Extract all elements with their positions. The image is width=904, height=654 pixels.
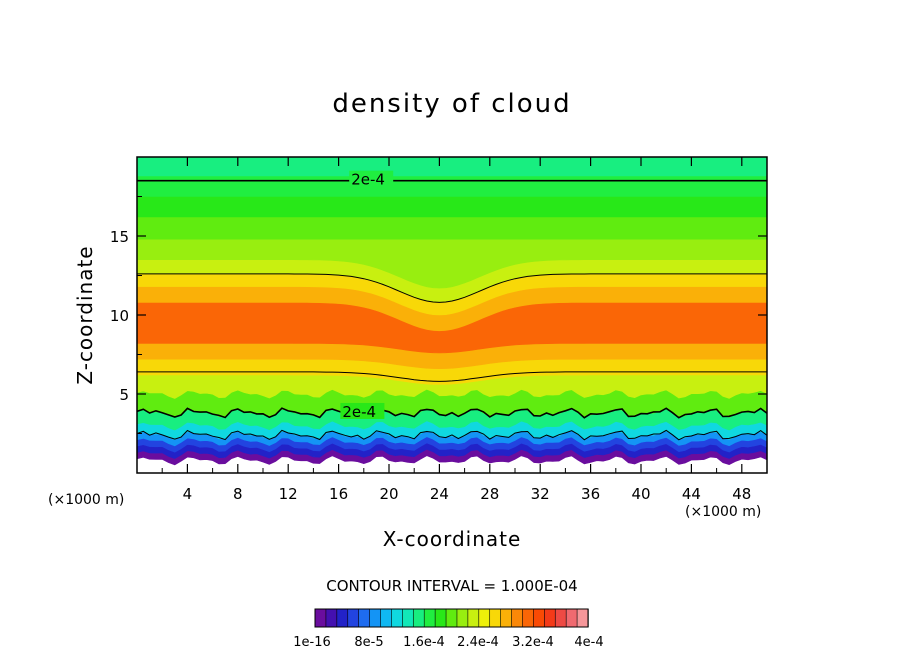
x-tick-label: 4 [183,485,193,503]
density-band-17 [137,175,767,197]
colorbar-swatch [391,608,404,628]
x-tick-label: 16 [329,485,348,503]
colorbar [314,608,589,628]
colorbar-swatch [565,608,578,628]
colorbar-swatch [347,608,360,628]
colorbar-swatch [358,608,371,628]
contour-line-4 [137,429,767,441]
contour-label: 2e-4 [342,403,376,421]
x-axis-label: X-coordinate [383,527,522,551]
colorbar-label: 1e-16 [293,635,331,650]
x-unit-left: (×1000 m) [48,492,124,508]
density-band-18 [137,157,767,177]
colorbar-swatch [467,608,480,628]
x-unit-right: (×1000 m) [685,504,761,520]
colorbar-label: 2.4e-4 [457,635,499,650]
contour-line-1 [137,273,767,303]
contour-label-bg [340,402,385,419]
colorbar-swatch [554,608,567,628]
colorbar-swatch [380,608,393,628]
colorbar-swatch [325,608,338,628]
x-tick-label: 32 [531,485,550,503]
x-tick-label: 12 [279,485,298,503]
x-tick-label: 36 [581,485,600,503]
colorbar-label: 4e-4 [574,635,603,650]
x-tick-label: 44 [682,485,701,503]
y-tick-label: 15 [110,228,129,246]
colorbar-swatch [489,608,502,628]
colorbar-swatch [412,608,425,628]
x-tick-label: 20 [379,485,398,503]
contour-lines [137,179,767,441]
colorbar-swatch [434,608,447,628]
colorbar-swatch [402,608,414,628]
y-axis-label: Z-coordinate [73,245,97,384]
colorbar-swatch [522,608,535,628]
colorbar-frame [314,608,589,628]
density-band-15 [137,216,767,240]
colorbar-swatch [445,608,458,628]
contour-label: 2e-4 [351,171,385,189]
x-tick-label: 48 [732,485,751,503]
x-tick-label: 28 [480,485,499,503]
colorbar-swatch [533,608,546,628]
colorbar-label: 1.6e-4 [403,635,445,650]
colorbar-label: 3.2e-4 [512,635,554,650]
colorbar-swatch [314,608,327,628]
y-tick-label: 10 [110,307,129,325]
colorbar-swatch [576,608,589,628]
colorbar-swatch [456,608,469,628]
contour-line-3 [137,407,767,419]
colorbar-swatch [478,608,491,628]
x-tick-label: 8 [233,485,243,503]
colorbar-swatch [423,608,436,628]
x-tick-label: 24 [430,485,449,503]
colorbar-swatch [511,608,524,628]
y-axis-ticks: 5 10 15 [110,196,767,434]
contour-labels: 2e-4 2e-4 [340,170,394,421]
density-band-16 [137,196,767,218]
x-axis-ticks: 4 8 12 16 20 24 28 32 36 40 44 48 [161,157,751,503]
colorbar-labels: 1e-16 8e-5 1.6e-4 2.4e-4 3.2e-4 4e-4 [293,635,603,650]
chart-title: density of cloud [332,89,571,119]
density-field [137,157,767,473]
y-tick-label: 5 [119,386,129,404]
colorbar-swatch [369,608,382,628]
contour-interval-text: CONTOUR INTERVAL = 1.000E-04 [326,577,577,595]
contour-line-2 [137,371,767,382]
colorbar-label: 8e-5 [354,635,383,650]
colorbar-swatch [336,608,349,628]
colorbar-swatch [500,608,513,628]
colorbar-swatch [544,608,556,628]
contour-label-bg [349,170,394,187]
x-tick-label: 40 [631,485,650,503]
